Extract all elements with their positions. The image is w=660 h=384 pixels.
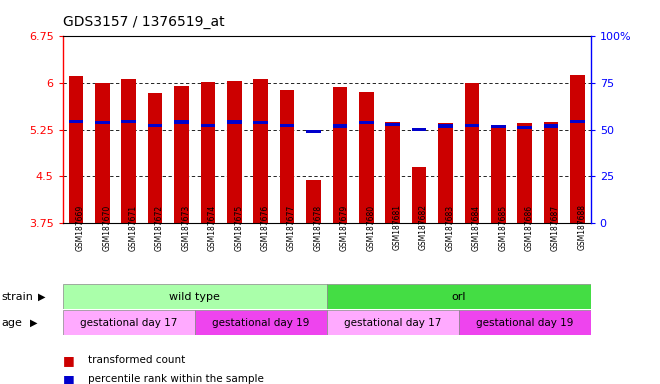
Bar (412, 167, 426, 223)
Bar (438, 123, 453, 223)
Text: GDS3157 / 1376519_at: GDS3157 / 1376519_at (63, 15, 224, 29)
Bar (517, 126, 532, 129)
Text: ▶: ▶ (30, 318, 37, 328)
Bar (306, 130, 321, 133)
Bar (359, 121, 374, 124)
Text: ■: ■ (63, 373, 75, 384)
Bar (491, 125, 506, 223)
Text: gestational day 17: gestational day 17 (80, 318, 178, 328)
Bar (327, 284, 591, 309)
Bar (465, 83, 479, 223)
Text: percentile rank within the sample: percentile rank within the sample (88, 374, 263, 384)
Bar (69, 76, 83, 223)
Bar (63, 284, 327, 309)
Bar (174, 86, 189, 223)
Text: GSM187682: GSM187682 (419, 205, 428, 250)
Bar (544, 121, 558, 223)
Bar (201, 124, 215, 127)
Text: GSM187672: GSM187672 (155, 204, 164, 250)
Bar (253, 79, 268, 223)
Text: GSM187671: GSM187671 (129, 204, 138, 250)
Bar (121, 79, 136, 223)
Text: GSM187675: GSM187675 (234, 204, 244, 251)
Text: GSM187670: GSM187670 (102, 204, 112, 251)
Text: GSM187676: GSM187676 (261, 204, 270, 251)
Text: gestational day 19: gestational day 19 (212, 318, 310, 328)
Bar (517, 123, 532, 223)
Bar (570, 120, 585, 123)
Text: GSM187677: GSM187677 (287, 204, 296, 251)
Bar (327, 310, 459, 335)
Bar (201, 83, 215, 223)
Bar (280, 124, 294, 127)
Bar (227, 81, 242, 223)
Text: GSM187674: GSM187674 (208, 204, 217, 251)
Text: GSM187685: GSM187685 (498, 204, 508, 250)
Bar (148, 124, 162, 127)
Text: age: age (1, 318, 22, 328)
Text: GSM187688: GSM187688 (578, 205, 587, 250)
Text: GSM187687: GSM187687 (551, 204, 560, 250)
Bar (227, 121, 242, 124)
Bar (465, 124, 479, 127)
Text: wild type: wild type (169, 291, 220, 302)
Text: GSM187680: GSM187680 (366, 204, 376, 250)
Bar (412, 128, 426, 131)
Bar (95, 83, 110, 223)
Bar (359, 93, 374, 223)
Bar (253, 121, 268, 124)
Text: GSM187686: GSM187686 (525, 204, 534, 250)
Text: GSM187681: GSM187681 (393, 205, 402, 250)
Bar (174, 121, 189, 124)
Text: ▶: ▶ (38, 291, 46, 302)
Text: GSM187684: GSM187684 (472, 204, 481, 250)
Bar (333, 88, 347, 223)
Bar (438, 124, 453, 127)
Bar (544, 124, 558, 127)
Bar (491, 125, 506, 128)
Bar (148, 93, 162, 223)
Bar (306, 180, 321, 223)
Text: GSM187679: GSM187679 (340, 204, 349, 251)
Bar (385, 123, 400, 126)
Bar (280, 91, 294, 223)
Text: strain: strain (1, 291, 33, 302)
Text: GSM187669: GSM187669 (76, 204, 85, 251)
Bar (69, 120, 83, 123)
Text: GSM187678: GSM187678 (314, 204, 323, 250)
Text: gestational day 19: gestational day 19 (476, 318, 574, 328)
Bar (95, 121, 110, 124)
Text: orl: orl (451, 291, 466, 302)
Text: transformed count: transformed count (88, 355, 185, 365)
Bar (459, 310, 591, 335)
Text: ■: ■ (63, 354, 75, 367)
Bar (570, 75, 585, 223)
Bar (63, 310, 195, 335)
Bar (385, 121, 400, 223)
Text: GSM187673: GSM187673 (182, 204, 191, 251)
Bar (121, 120, 136, 123)
Text: GSM187683: GSM187683 (446, 204, 455, 250)
Bar (333, 124, 347, 127)
Text: gestational day 17: gestational day 17 (344, 318, 442, 328)
Bar (195, 310, 327, 335)
